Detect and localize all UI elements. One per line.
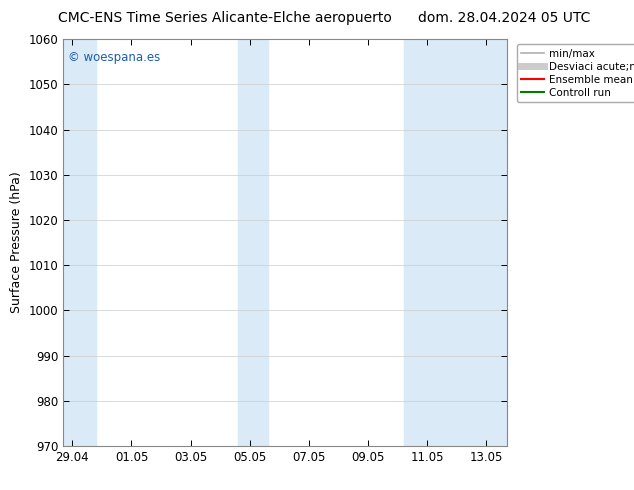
Legend: min/max, Desviaci acute;n est acute;ndar, Ensemble mean run, Controll run: min/max, Desviaci acute;n est acute;ndar…: [517, 45, 634, 102]
Bar: [238, 39, 268, 446]
Bar: [404, 39, 507, 446]
Text: CMC-ENS Time Series Alicante-Elche aeropuerto: CMC-ENS Time Series Alicante-Elche aerop…: [58, 11, 392, 25]
Text: dom. 28.04.2024 05 UTC: dom. 28.04.2024 05 UTC: [418, 11, 590, 25]
Text: © woespana.es: © woespana.es: [68, 51, 160, 64]
Y-axis label: Surface Pressure (hPa): Surface Pressure (hPa): [10, 172, 23, 314]
Bar: [63, 39, 96, 446]
